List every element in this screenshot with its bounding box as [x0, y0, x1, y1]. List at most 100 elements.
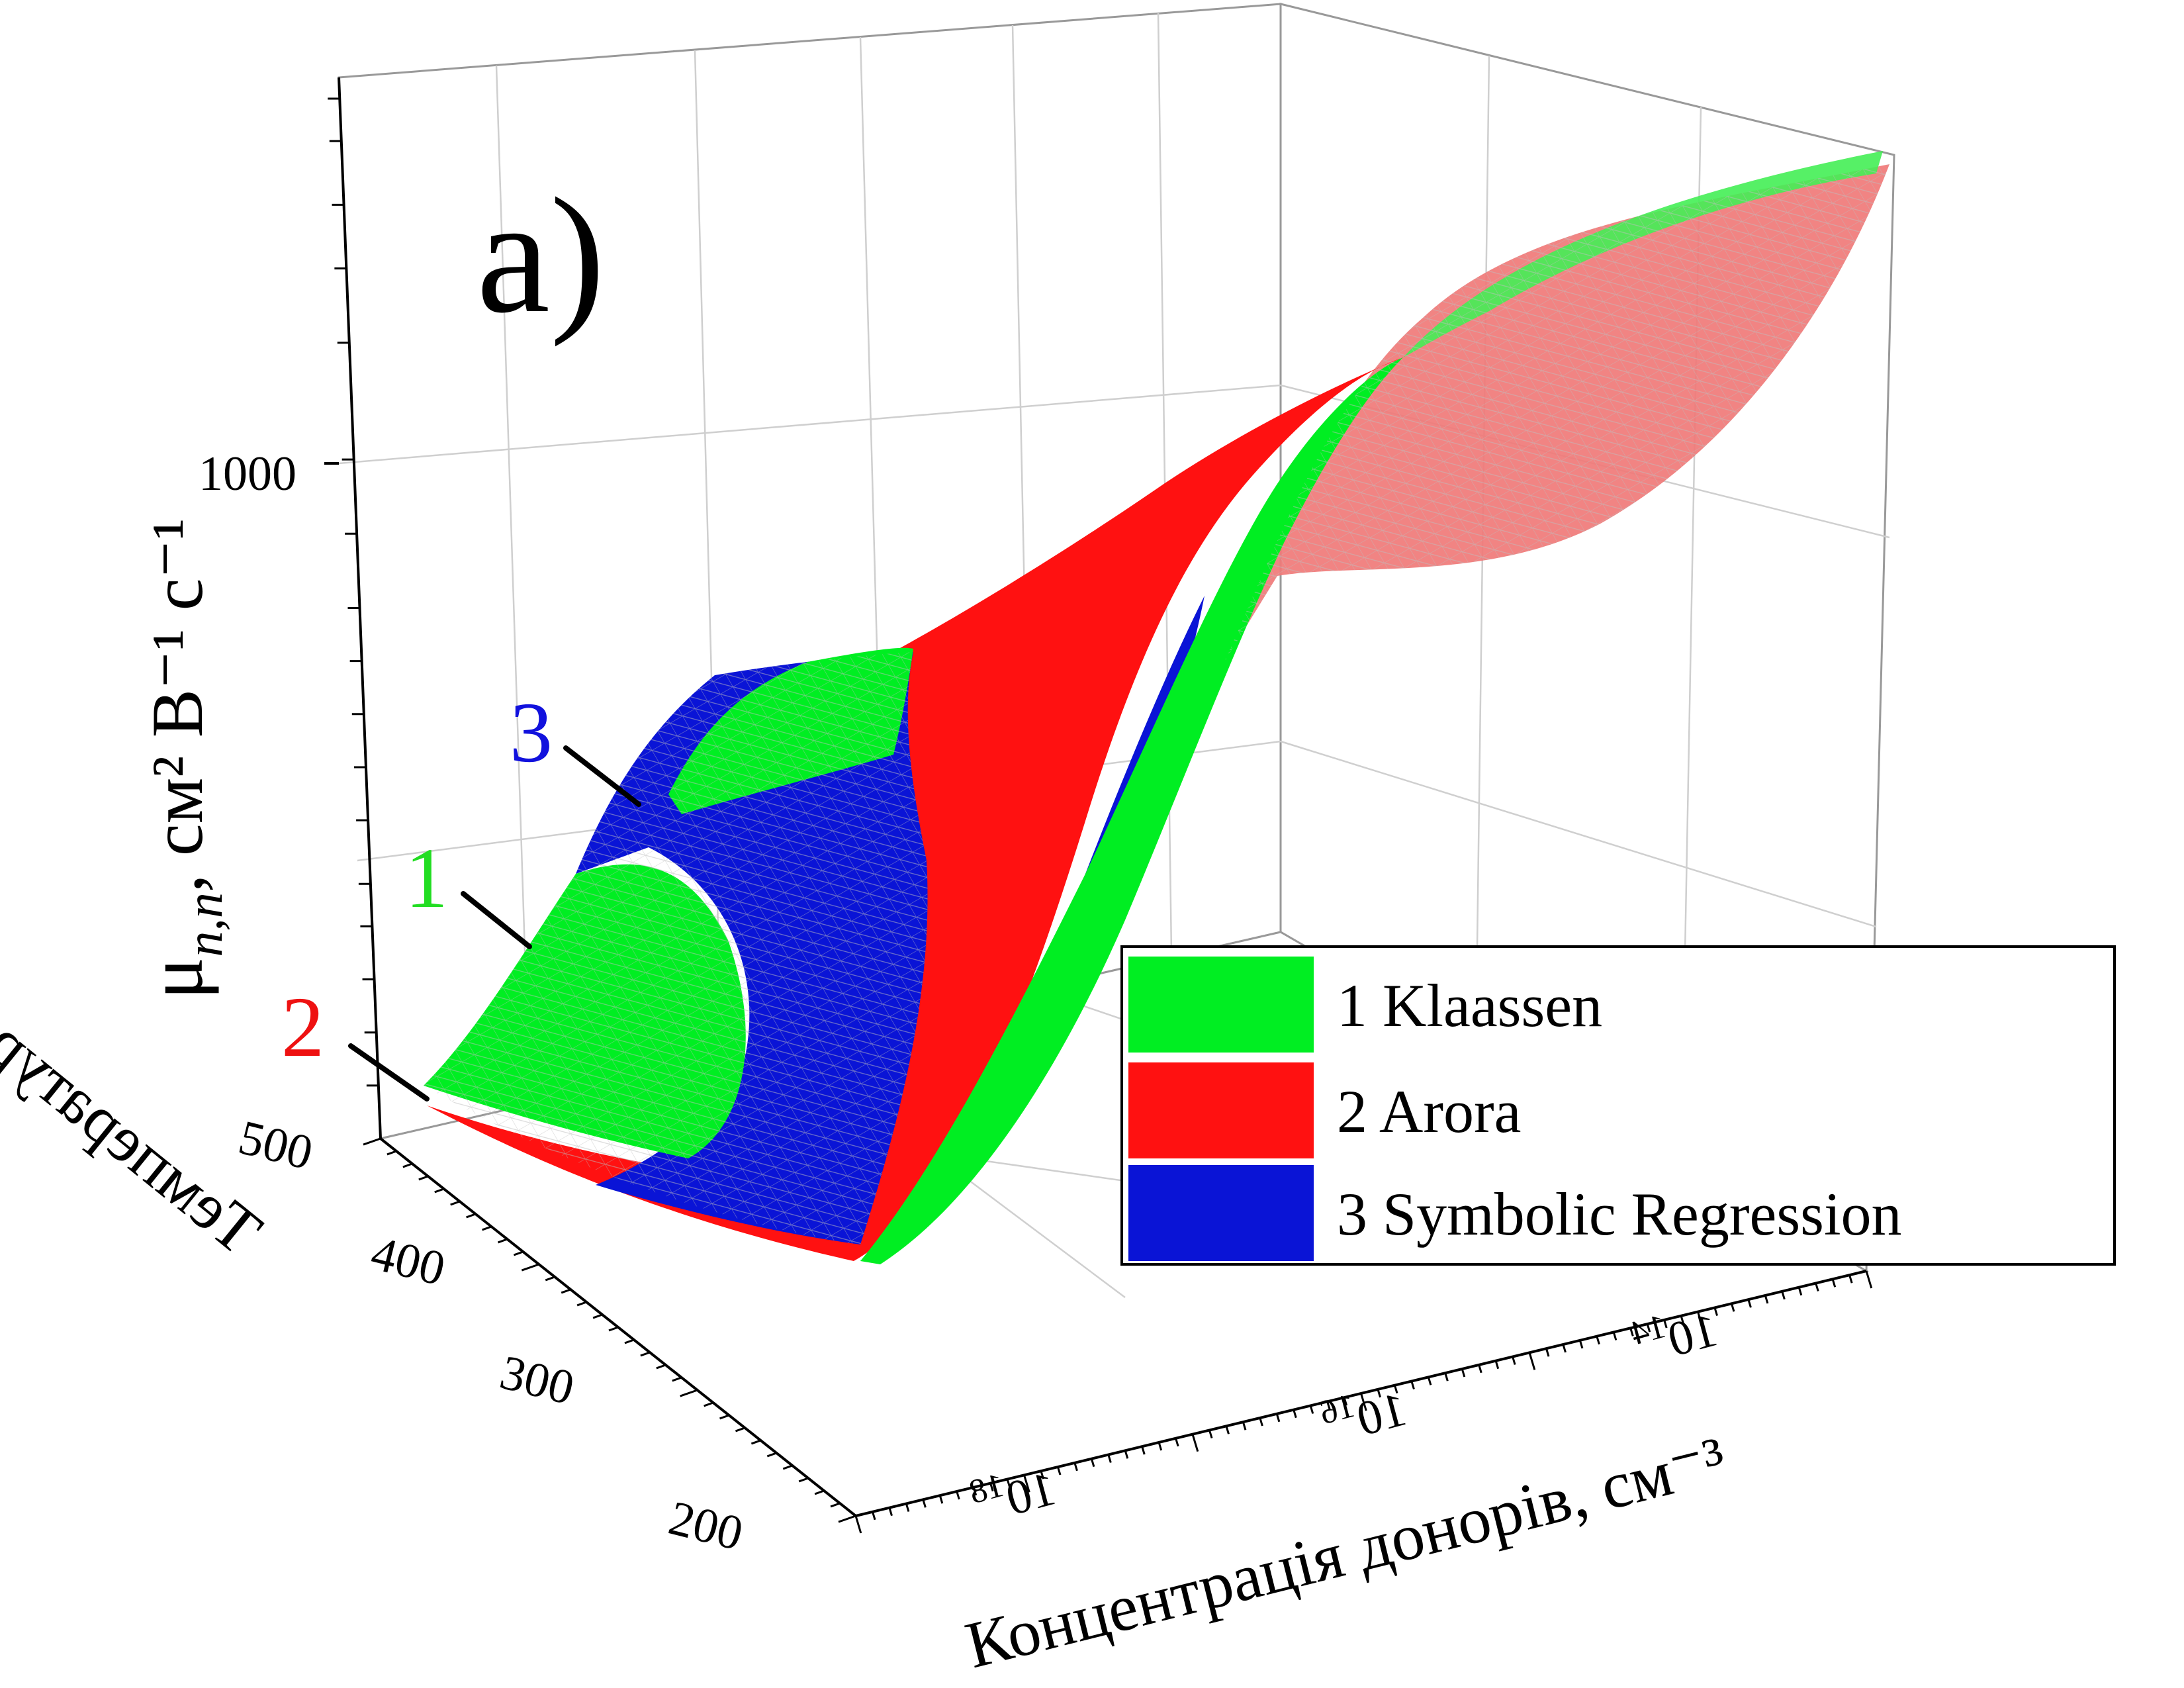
minor-tick	[704, 1401, 714, 1407]
minor-ticks	[328, 97, 1873, 1534]
y-tick-300: 300	[495, 1345, 580, 1415]
minor-tick	[798, 1477, 809, 1483]
minor-tick	[1612, 1332, 1617, 1340]
minor-tick	[1444, 1372, 1449, 1382]
minor-tick	[1797, 1287, 1803, 1296]
minor-tick	[680, 1389, 698, 1397]
label-2: 2	[281, 980, 324, 1075]
minor-tick	[1073, 1462, 1078, 1472]
z-axis-title: μn,n, см² В⁻¹ с⁻¹	[131, 518, 233, 1000]
minor-tick	[814, 1489, 825, 1495]
minor-tick	[972, 1487, 978, 1496]
minor-tick	[854, 1515, 862, 1534]
label-1: 1	[405, 831, 448, 926]
minor-tick	[1865, 1270, 1873, 1289]
minor-tick	[624, 1338, 635, 1344]
z-axis-title-sub: n,n	[175, 892, 233, 957]
minor-tick	[1427, 1376, 1432, 1385]
panel-label: a)	[477, 164, 605, 348]
minor-tick	[1410, 1381, 1415, 1389]
legend: 1 Klaassen 2 Arora 3 Symbolic Regression	[1120, 945, 2116, 1266]
minor-tick	[1326, 1401, 1331, 1410]
minor-tick	[1848, 1274, 1853, 1284]
y-tick-500: 500	[234, 1110, 318, 1180]
minor-tick	[938, 1495, 944, 1504]
minor-tick	[766, 1452, 777, 1458]
minor-tick	[1023, 1474, 1030, 1493]
leader-line-3	[563, 745, 641, 807]
minor-tick	[1124, 1450, 1129, 1459]
minor-tick	[1578, 1340, 1584, 1349]
minor-tick	[1646, 1323, 1651, 1333]
minor-tick	[545, 1276, 555, 1282]
minor-tick	[1831, 1278, 1837, 1288]
minor-tick	[1056, 1466, 1062, 1476]
minor-tick	[1494, 1360, 1500, 1370]
minor-tick	[1191, 1434, 1199, 1452]
minor-tick	[735, 1427, 745, 1432]
minor-tick	[1208, 1430, 1213, 1438]
minor-tick	[1697, 1311, 1704, 1330]
legend-swatch-arora	[1128, 1062, 1314, 1158]
minor-tick	[561, 1288, 571, 1294]
leader-line-2	[348, 1043, 430, 1102]
minor-tick	[922, 1499, 927, 1508]
minor-tick	[1781, 1291, 1786, 1300]
minor-tick	[363, 1137, 381, 1146]
minor-tick	[1090, 1458, 1095, 1468]
minor-tick	[1478, 1364, 1482, 1374]
minor-tick	[482, 1225, 492, 1231]
minor-tick	[956, 1491, 960, 1500]
minor-tick	[719, 1414, 730, 1420]
mesh-overlay	[424, 164, 1889, 1244]
minor-tick	[1343, 1397, 1348, 1406]
grid-line	[338, 384, 1281, 465]
mesh-overlay-left	[424, 652, 928, 1244]
legend-label-symbolic: 3 Symbolic Regression	[1337, 1180, 1902, 1248]
minor-tick	[830, 1502, 841, 1508]
minor-tick	[872, 1511, 876, 1521]
minor-tick	[1158, 1442, 1163, 1451]
minor-tick	[782, 1464, 793, 1470]
minor-tick	[1360, 1393, 1367, 1411]
minor-tick	[1242, 1421, 1247, 1430]
y-tick-400: 400	[366, 1226, 451, 1296]
minor-tick	[576, 1301, 587, 1307]
minor-tick	[656, 1364, 666, 1370]
minor-tick	[989, 1483, 994, 1492]
minor-tick	[1293, 1409, 1297, 1419]
minor-tick	[1393, 1385, 1398, 1394]
minor-tick	[521, 1263, 539, 1272]
minor-tick	[1528, 1352, 1536, 1370]
label-leaders	[348, 745, 641, 1102]
minor-tick	[592, 1313, 603, 1319]
minor-tick	[1107, 1454, 1112, 1463]
svg-text:μn,n, см² В⁻¹ с⁻¹: μn,n, см² В⁻¹ с⁻¹	[131, 518, 233, 1000]
minor-tick	[1259, 1417, 1263, 1427]
z-axis-title-units: , см² В⁻¹ с⁻¹	[137, 518, 218, 892]
y-tick-200: 200	[664, 1491, 749, 1561]
minor-tick	[672, 1376, 682, 1382]
minor-tick	[450, 1200, 461, 1206]
klaassen-back-strip	[1403, 151, 1883, 357]
minor-tick	[1562, 1344, 1567, 1353]
legend-label-klaassen: 1 Klaassen	[1337, 972, 1602, 1039]
minor-tick	[1713, 1307, 1718, 1316]
minor-tick	[1175, 1438, 1179, 1447]
minor-tick	[1680, 1315, 1685, 1325]
legend-swatch-klaassen	[1128, 957, 1314, 1053]
minor-tick	[1764, 1295, 1769, 1304]
legend-swatch-symbolic	[1128, 1165, 1314, 1261]
label-3: 3	[510, 685, 553, 780]
minor-tick	[1377, 1389, 1381, 1398]
minor-tick	[1730, 1303, 1735, 1312]
minor-tick	[513, 1250, 523, 1256]
minor-tick	[1815, 1283, 1819, 1291]
minor-tick	[387, 1150, 397, 1156]
minor-tick	[1512, 1356, 1516, 1365]
minor-tick	[1663, 1319, 1668, 1329]
minor-tick	[497, 1238, 508, 1244]
minor-tick	[1461, 1368, 1466, 1378]
minor-tick	[402, 1162, 413, 1168]
